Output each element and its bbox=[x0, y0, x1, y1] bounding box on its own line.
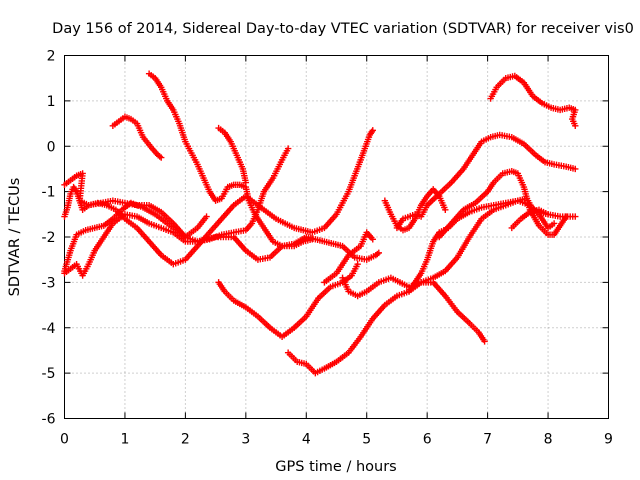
x-tick-label: 0 bbox=[60, 432, 69, 448]
x-tick-label: 6 bbox=[423, 432, 432, 448]
x-tick-label: 1 bbox=[120, 432, 129, 448]
data-point bbox=[354, 261, 361, 268]
data-point bbox=[572, 213, 579, 220]
series-arc-17 bbox=[508, 206, 552, 232]
series-arc-16 bbox=[436, 168, 570, 241]
y-tick-label: -1 bbox=[42, 185, 56, 201]
data-point bbox=[309, 236, 316, 243]
y-tick-label: -6 bbox=[42, 412, 56, 428]
data-point bbox=[369, 236, 376, 243]
series-arc-04 bbox=[61, 199, 210, 275]
y-tick-label: -5 bbox=[42, 366, 56, 382]
data-point bbox=[572, 122, 579, 130]
data-points bbox=[61, 70, 579, 377]
data-point bbox=[550, 220, 558, 227]
y-axis-label: SDTVAR / TECUs bbox=[7, 178, 23, 297]
y-tick-label: 1 bbox=[47, 94, 56, 110]
x-tick-label: 9 bbox=[604, 432, 613, 448]
data-point bbox=[369, 127, 376, 134]
x-tick-label: 8 bbox=[544, 432, 553, 448]
x-tick-label: 2 bbox=[181, 432, 190, 448]
y-tick-label: -3 bbox=[42, 275, 56, 291]
y-tick-label: -4 bbox=[42, 321, 56, 337]
series-arc-07 bbox=[215, 124, 250, 186]
data-point bbox=[442, 206, 449, 213]
series-arc-05 bbox=[109, 113, 165, 161]
axis-ticks: 0 1 2 3 4 5 6 7 8 9 -6 -5 -4 -3 -2 -1 0 1 2 bbox=[42, 49, 613, 448]
x-tick-label: 4 bbox=[302, 432, 311, 448]
x-tick-label: 3 bbox=[241, 432, 250, 448]
x-axis-label: GPS time / hours bbox=[275, 459, 396, 475]
series-arc-15 bbox=[487, 72, 579, 130]
y-tick-label: 0 bbox=[47, 139, 56, 155]
x-tick-label: 5 bbox=[362, 432, 371, 448]
data-point bbox=[375, 249, 383, 257]
data-point bbox=[158, 154, 165, 161]
grid-layer bbox=[64, 55, 609, 419]
y-tick-label: 2 bbox=[47, 49, 56, 65]
series-arc-10 bbox=[321, 229, 376, 286]
series-arc-02 bbox=[61, 127, 376, 268]
series-arc-14 bbox=[393, 131, 579, 232]
data-point bbox=[572, 165, 579, 173]
data-point bbox=[544, 211, 552, 218]
data-point bbox=[203, 213, 210, 220]
chart-title: Day 156 of 2014, Sidereal Day-to-day VTE… bbox=[52, 21, 634, 37]
y-tick-label: -2 bbox=[42, 230, 56, 246]
series-arc-08 bbox=[215, 261, 361, 341]
series-arc-06 bbox=[145, 70, 316, 250]
data-point bbox=[481, 338, 488, 345]
data-point bbox=[562, 213, 570, 220]
x-tick-label: 7 bbox=[483, 432, 492, 448]
data-point bbox=[242, 179, 250, 186]
data-point bbox=[284, 145, 292, 152]
